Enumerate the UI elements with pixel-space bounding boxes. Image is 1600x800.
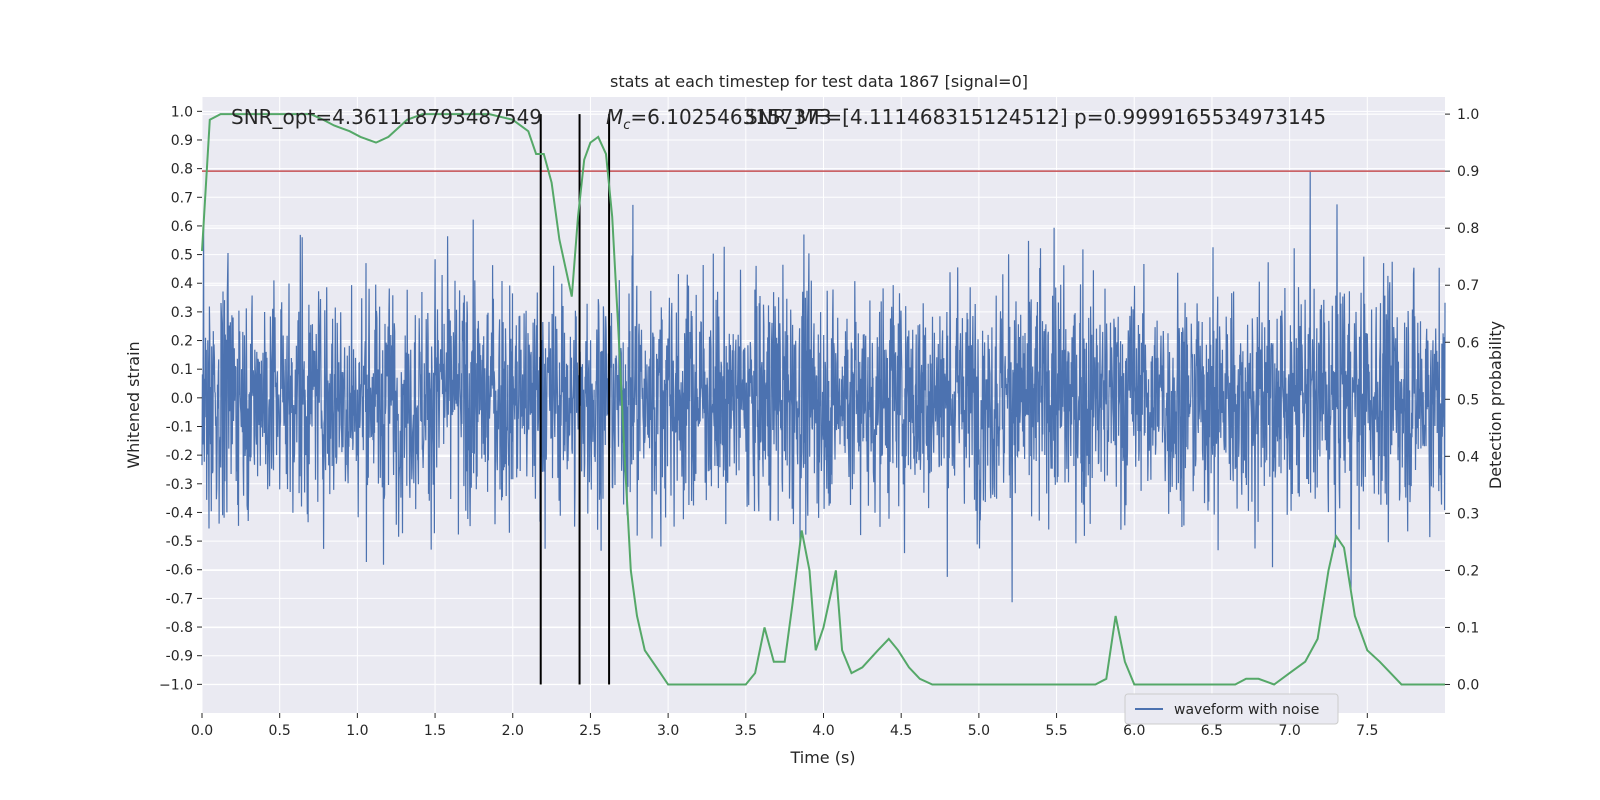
y-right-tick-label: 0.4 [1457,449,1479,465]
snr-mf-annotation: SNR_MF=[4.111468315124512] [745,105,1068,129]
detection-probability-series [201,113,1445,686]
y-left-tick-label: 0.2 [171,334,193,350]
x-tick-label: 1.5 [424,723,446,739]
y-left-tick-label: 0.8 [171,162,193,178]
y-left-tick-label: 0.3 [171,305,193,321]
y-right-tick-label: 0.8 [1457,221,1479,237]
x-tick-label: 6.5 [1201,723,1223,739]
y-left-tick-label: -0.8 [166,620,193,636]
x-tick-label: 3.0 [657,723,679,739]
y-left-tick-label: 0.5 [171,248,193,264]
y-right-tick-label: 0.5 [1457,392,1479,408]
y-right-tick-label: 1.0 [1457,107,1479,123]
y-left-tick-label: -0.6 [166,563,193,579]
waveform-series [201,171,1446,603]
legend-box [1124,693,1339,725]
y-left-tick-label: 0.0 [171,391,193,407]
y-right-tick-label: 0.7 [1457,278,1479,294]
y-left-tick-label: -0.7 [166,591,193,607]
x-tick-label: 4.0 [812,723,834,739]
chirp-mass-subscript: c [623,118,630,133]
x-tick-label: 5.0 [968,723,990,739]
chart-title: stats at each timestep for test data 186… [610,72,1028,91]
y-left-tick-label: -0.2 [166,448,193,464]
y-left-tick-label: 0.9 [171,133,193,149]
chirp-mass-symbol: M [606,105,623,129]
x-tick-label: 6.0 [1123,723,1145,739]
y-left-tick-label: 1.0 [171,104,193,120]
y-axis-right-label: Detection probability [1486,321,1505,489]
chirp-mass-annotation: Mc=6.1025463157373 [606,105,832,133]
y-left-tick-label: -0.4 [166,505,193,521]
y-left-tick-label: 0.6 [171,219,193,235]
y-left-tick-label: 0.4 [171,276,193,292]
x-tick-label: 0.0 [191,723,213,739]
y-left-tick-label: -0.1 [166,419,193,435]
x-tick-label: 0.5 [269,723,291,739]
y-right-tick-label: 0.2 [1457,563,1479,579]
y-right-tick-label: 0.3 [1457,506,1479,522]
y-left-tick-label: 0.7 [171,190,193,206]
y-left-tick-label: -0.5 [166,534,193,550]
x-tick-label: 1.0 [346,723,368,739]
x-axis-label: Time (s) [789,748,855,767]
y-right-tick-label: 0.9 [1457,164,1479,180]
x-tick-label: 7.0 [1278,723,1300,739]
x-tick-label: 3.5 [735,723,757,739]
legend-label-waveform: waveform with noise [1174,702,1319,718]
x-tick-label: 7.5 [1356,723,1378,739]
y-right-tick-label: 0.0 [1457,677,1479,693]
chirp-mass-value: =6.1025463157373 [630,105,831,129]
y-right-tick-label: 0.1 [1457,620,1479,636]
y-left-tick-label: -0.9 [166,649,193,665]
x-tick-label: 5.5 [1045,723,1067,739]
y-left-tick-label: -0.3 [166,477,193,493]
legend: waveform with noise [1124,693,1339,725]
snr-opt-annotation: SNR_opt=4.361118793487549 [231,105,542,129]
x-tick-label: 2.0 [502,723,524,739]
y-left-tick-label: −1.0 [159,677,193,693]
y-right-tick-label: 0.6 [1457,335,1479,351]
y-axis-left-label: Whitened strain [124,341,143,468]
y-left-tick-label: 0.1 [171,362,193,378]
x-tick-label: 2.5 [579,723,601,739]
x-tick-label: 4.5 [890,723,912,739]
p-value-annotation: p=0.9999165534973145 [1074,105,1326,129]
